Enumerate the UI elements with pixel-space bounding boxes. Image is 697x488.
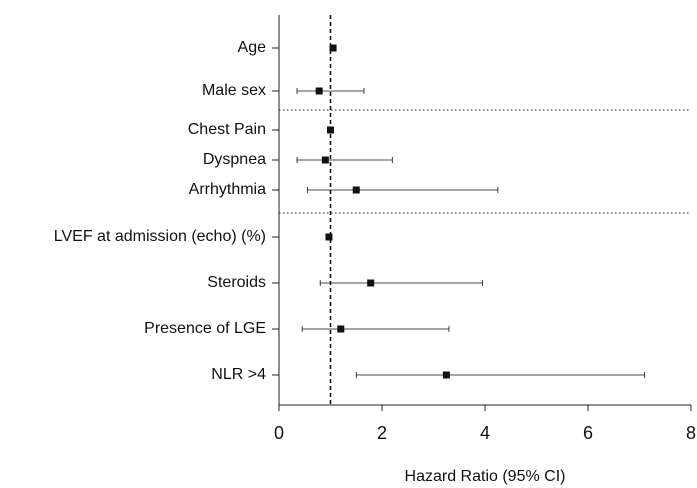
x-tick-label: 4 — [480, 423, 490, 443]
category-label: Dyspnea — [203, 151, 266, 168]
x-tick-label: 8 — [686, 423, 696, 443]
point-estimate — [325, 233, 333, 241]
category-label: Steroids — [207, 274, 266, 291]
x-tick-label: 2 — [377, 423, 387, 443]
point-estimate — [327, 126, 334, 134]
point-estimate — [329, 44, 337, 52]
x-axis-label: Hazard Ratio (95% CI) — [405, 468, 566, 485]
category-label: Presence of LGE — [144, 320, 266, 337]
category-label: Age — [238, 39, 267, 56]
x-tick-label: 6 — [583, 423, 593, 443]
point-estimate — [337, 325, 345, 333]
point-estimate — [442, 371, 450, 379]
point-estimate — [352, 186, 360, 194]
point-estimate — [315, 87, 323, 95]
x-tick-label: 0 — [274, 423, 284, 443]
category-label: Arrhythmia — [189, 181, 266, 198]
category-label: Chest Pain — [188, 121, 266, 138]
category-label: Male sex — [202, 82, 266, 99]
category-label: NLR >4 — [211, 366, 266, 383]
category-label: LVEF at admission (echo) (%) — [54, 228, 266, 245]
point-estimate — [367, 279, 375, 287]
point-estimate — [321, 156, 329, 164]
